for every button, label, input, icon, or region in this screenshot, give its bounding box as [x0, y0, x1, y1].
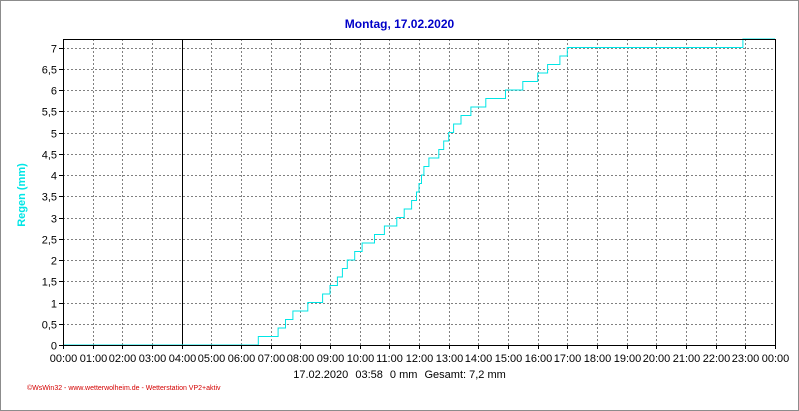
status-date: 17.02.2020	[293, 369, 349, 381]
y-tick-label: 3	[51, 214, 57, 226]
x-tick-label: 23:00	[732, 353, 760, 365]
status-current: 0 mm	[389, 369, 418, 381]
x-tick-label: 10:00	[347, 353, 375, 365]
x-tick-label: 20:00	[643, 353, 671, 365]
x-tick-label: 18:00	[584, 353, 612, 365]
y-tick-label: 1	[51, 299, 57, 311]
y-tick-label: 0	[51, 341, 57, 353]
y-tick-label: 5	[51, 129, 57, 141]
x-tick-label: 03:00	[139, 353, 167, 365]
y-tick-label: 3,5	[42, 192, 57, 204]
y-tick-label: 2,5	[42, 235, 57, 247]
y-tick-label: 6	[51, 86, 57, 98]
x-tick-label: 00:00	[762, 353, 790, 365]
x-tick-label: 17:00	[554, 353, 582, 365]
x-tick-label: 05:00	[198, 353, 226, 365]
y-tick-label: 4	[51, 171, 57, 183]
x-tick-label: 22:00	[703, 353, 731, 365]
y-tick-label: 7	[51, 44, 57, 56]
rain-series-line	[63, 38, 775, 346]
status-time: 03:58	[355, 369, 383, 381]
x-tick-label: 06:00	[228, 353, 256, 365]
y-tick-label: 5,5	[42, 107, 57, 119]
x-tick-label: 16:00	[525, 353, 553, 365]
x-tick-label: 04:00	[169, 353, 197, 365]
x-tick-label: 02:00	[109, 353, 137, 365]
x-tick-label: 15:00	[495, 353, 523, 365]
x-tick-label: 11:00	[376, 353, 403, 365]
x-tick-label: 07:00	[258, 353, 286, 365]
x-tick-label: 13:00	[436, 353, 464, 365]
plot-border	[63, 39, 776, 346]
x-tick-label: 19:00	[614, 353, 642, 365]
y-tick-label: 0,5	[42, 320, 57, 332]
y-tick-label: 1,5	[42, 277, 57, 289]
credit-text: ©WsWin32 - www.wetterwolheim.de - Wetter…	[27, 385, 221, 392]
y-tick-label: 4,5	[42, 150, 57, 162]
y-tick-label: 6,5	[42, 65, 57, 77]
x-tick-label: 12:00	[406, 353, 434, 365]
x-tick-label: 00:00	[50, 353, 78, 365]
x-tick-label: 14:00	[465, 353, 493, 365]
x-tick-labels: 00:00 01:00 02:00 03:00 04:00 05:00 06:00 07:00…	[50, 345, 790, 365]
status-line: 17.02.2020 03:58 0 mm Gesamt: 7,2 mm	[0, 369, 799, 381]
x-tick-label: 21:00	[673, 353, 701, 365]
y-tick-label: 2	[51, 256, 57, 268]
y-tick-labels: 0 0,5 1 1,5 2 2,5 3 3,5 4 4,5 5 5,5 6 6,5 7	[42, 44, 63, 353]
chart-title: Montag, 17.02.2020	[344, 17, 455, 31]
x-tick-label: 09:00	[317, 353, 345, 365]
x-tick-label: 01:00	[80, 353, 108, 365]
x-tick-label: 08:00	[287, 353, 315, 365]
status-total: Gesamt: 7,2 mm	[424, 369, 506, 381]
